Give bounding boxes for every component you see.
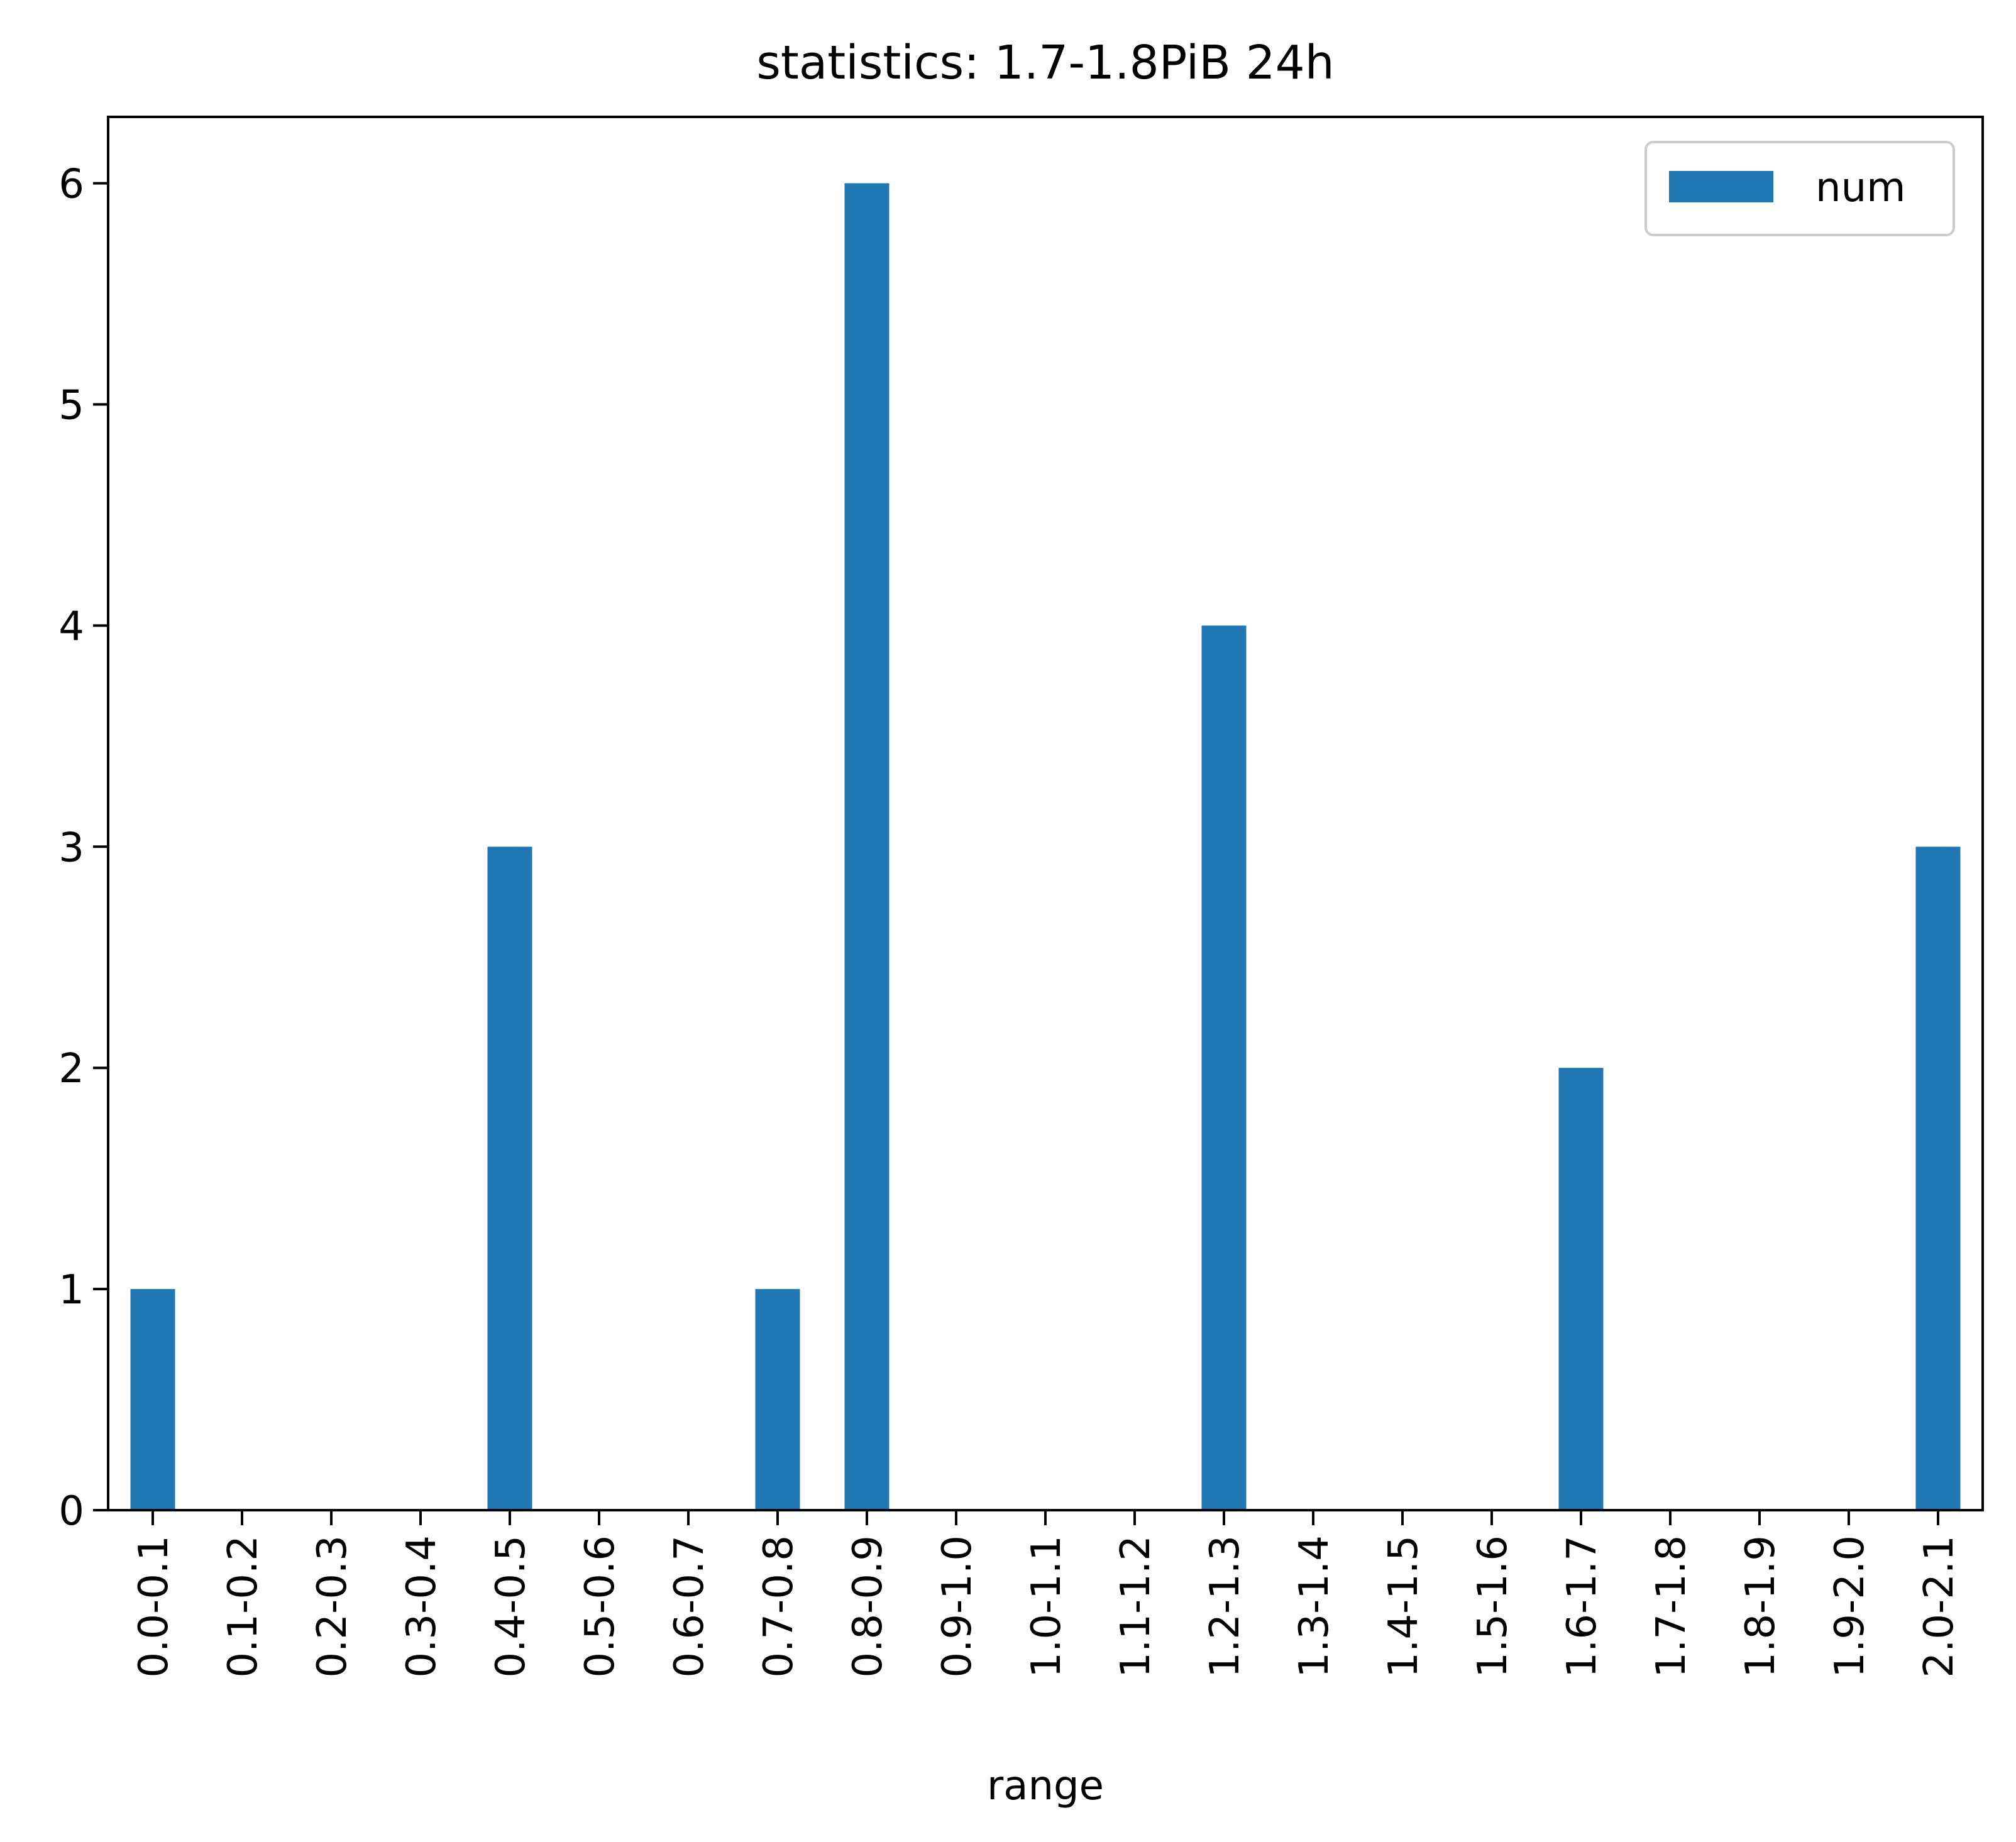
x-tick-label: 1.3-1.4 [1291,1535,1338,1678]
x-tick-label: 1.7-1.8 [1648,1535,1695,1678]
x-tick-label: 0.1-0.2 [220,1535,267,1678]
x-tick-label: 1.2-1.3 [1202,1535,1248,1678]
x-tick-label: 0.6-0.7 [666,1535,713,1678]
legend: num [1644,141,1955,236]
x-axis-label: range [987,1763,1104,1809]
legend-frame [1644,141,1955,236]
bar-2.0-2.1 [1915,847,1961,1510]
y-tick-label: 2 [58,1046,84,1092]
bar-1.6-1.7 [1558,1068,1604,1510]
chart-title: statistics: 1.7-1.8PiB 24h [756,36,1334,90]
x-tick-label: 1.4-1.5 [1380,1535,1427,1678]
bar-0.8-0.9 [844,183,890,1510]
bar-0.0-0.1 [130,1289,175,1510]
x-tick-label: 1.0-1.1 [1023,1535,1070,1678]
y-tick-label: 1 [58,1267,84,1313]
x-tick-label: 2.0-2.1 [1916,1535,1963,1678]
y-tick-label: 3 [58,825,84,871]
y-tick-label: 6 [58,162,84,208]
x-tick-label: 1.1-1.2 [1113,1535,1159,1678]
x-tick-label: 0.5-0.6 [577,1535,624,1678]
bar-0.4-0.5 [487,847,532,1510]
legend-swatch [1669,171,1773,202]
bar-0.7-0.8 [755,1289,800,1510]
x-tick-label: 0.4-0.5 [488,1535,534,1678]
y-tick-label: 5 [58,382,84,429]
x-tick-label: 0.8-0.9 [845,1535,891,1678]
x-tick-label: 1.5-1.6 [1470,1535,1516,1678]
bar-1.2-1.3 [1201,625,1247,1510]
y-tick-label: 4 [58,603,84,650]
x-tick-label: 0.9-1.0 [934,1535,981,1678]
x-tick-label: 0.3-0.4 [399,1535,445,1678]
x-tick-label: 1.9-2.0 [1827,1535,1873,1678]
x-tick-label: 0.0-0.1 [131,1535,177,1678]
x-tick-label: 0.7-0.8 [756,1535,802,1678]
x-tick-label: 0.2-0.3 [309,1535,356,1678]
y-tick-label: 0 [58,1488,84,1535]
x-tick-label: 1.8-1.9 [1738,1535,1784,1678]
x-tick-label: 1.6-1.7 [1559,1535,1606,1678]
legend-label: num [1815,165,1905,211]
